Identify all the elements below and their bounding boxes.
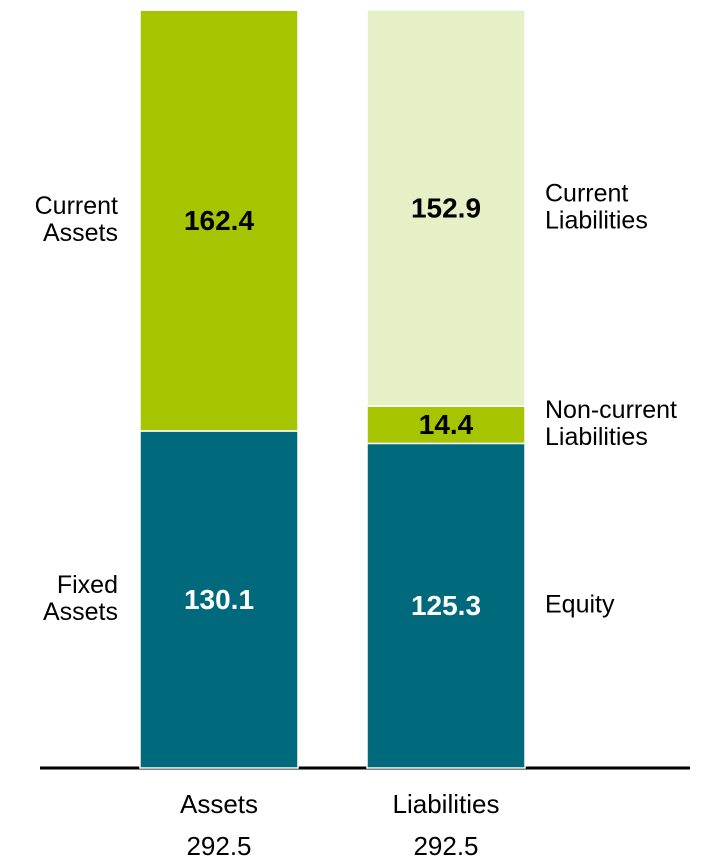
label-line: Current (545, 179, 628, 207)
segment-value-label: 162.4 (184, 205, 254, 236)
bar-segment (366, 9, 526, 407)
bar-segment (139, 430, 299, 769)
bar-segment (366, 405, 526, 445)
bar-segment (366, 442, 526, 769)
segment-name-label: Fixed Assets (43, 571, 118, 626)
category-total: 292.5 (413, 831, 478, 861)
category-label: Assets (180, 789, 258, 819)
label-line: Assets (43, 598, 118, 626)
segment-value-label: 14.4 (419, 409, 474, 440)
label-line: Current (35, 192, 118, 220)
segment-value-label: 130.1 (184, 584, 254, 615)
segment-name-label: Current Assets (35, 192, 118, 247)
category-label: Liabilities (393, 789, 500, 819)
label-line: Liabilities (545, 423, 648, 451)
segment-name-label: Current Liabilities (545, 179, 648, 234)
bar-segment (139, 9, 299, 432)
label-line: Equity (545, 590, 615, 618)
label-line: Liabilities (545, 206, 648, 234)
segment-value-label: 125.3 (411, 590, 481, 621)
label-line: Fixed (57, 571, 118, 599)
segment-name-label: Equity (545, 590, 615, 618)
segment-value-label: 152.9 (411, 192, 481, 223)
segment-name-label: Non-current Liabilities (545, 396, 677, 451)
category-total: 292.5 (186, 831, 251, 861)
label-line: Non-current (545, 396, 677, 424)
label-line: Assets (43, 219, 118, 247)
